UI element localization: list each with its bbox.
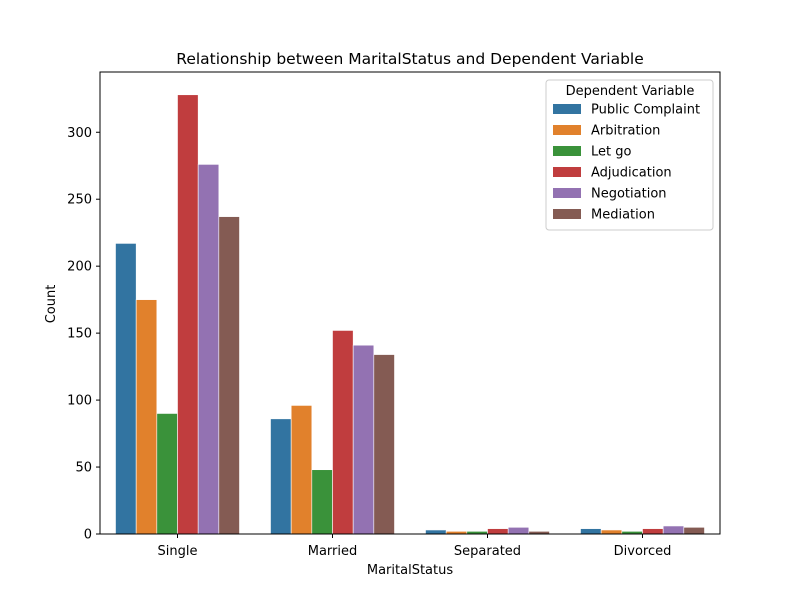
legend: Dependent Variable Public Complaint Arbit… <box>545 79 714 231</box>
bar-married-let-go <box>311 469 333 535</box>
legend-swatch-adjudication <box>553 167 581 177</box>
bar-single-negotiation <box>197 164 220 535</box>
bar-divorced-negotiation <box>662 525 685 535</box>
legend-label-negotiation: Negotiation <box>591 187 667 202</box>
legend-label-arbitration: Arbitration <box>591 124 660 139</box>
x-axis-label: MaritalStatus <box>367 563 453 578</box>
legend-items: Public Complaint Arbitration Let go Adjudic… <box>553 103 700 223</box>
bar-single-arbitration <box>135 299 158 535</box>
bar-single-public-complaint <box>115 243 137 535</box>
bars-group <box>115 94 705 535</box>
bar-separated-adjudication <box>487 528 509 535</box>
legend-swatch-mediation <box>553 209 581 219</box>
legend-frame <box>545 79 714 231</box>
plot-frame <box>99 71 721 535</box>
y-tick-label: 150 <box>67 327 92 342</box>
bar-married-adjudication <box>332 330 354 535</box>
legend-swatch-public-complaint <box>553 104 581 114</box>
bar-divorced-mediation <box>683 526 705 535</box>
y-tick-label: 200 <box>67 260 92 275</box>
bar-married-negotiation <box>352 344 375 535</box>
x-tick-label-separated: Separated <box>454 544 521 559</box>
bar-divorced-arbitration <box>600 529 623 535</box>
bar-married-mediation <box>373 354 395 535</box>
legend-label-public-complaint: Public Complaint <box>591 103 700 118</box>
y-tick-label: 50 <box>75 461 92 476</box>
legend-label-let-go: Let go <box>591 145 631 160</box>
x-tick-label-single: Single <box>158 544 198 559</box>
legend-label-mediation: Mediation <box>591 208 655 223</box>
y-tick-label: 0 <box>84 528 92 543</box>
legend-title: Dependent Variable <box>566 84 695 99</box>
legend-swatch-arbitration <box>553 125 581 135</box>
y-tick-label: 250 <box>67 193 92 208</box>
legend-label-adjudication: Adjudication <box>591 166 672 181</box>
y-tick-label: 100 <box>67 394 92 409</box>
bar-divorced-public-complaint <box>580 528 602 535</box>
bar-separated-public-complaint <box>425 529 447 535</box>
y-tick-label: 300 <box>67 126 92 141</box>
bar-married-arbitration <box>290 405 313 535</box>
legend-swatch-let-go <box>553 146 581 156</box>
legend-swatch-negotiation <box>553 188 581 198</box>
y-axis-label: Count <box>44 285 59 324</box>
bar-separated-negotiation <box>507 526 530 535</box>
bar-divorced-adjudication <box>642 528 664 535</box>
x-tick-label-divorced: Divorced <box>614 544 672 559</box>
bar-single-let-go <box>156 413 178 535</box>
axes-group: 0 50 100 150 200 250 300 Single Married Separated… <box>67 71 721 559</box>
x-tick-label-married: Married <box>308 544 358 559</box>
bar-married-public-complaint <box>270 418 292 535</box>
bar-single-adjudication <box>177 94 199 535</box>
bar-single-mediation <box>218 216 240 535</box>
chart-title: Relationship between MaritalStatus and D… <box>176 50 644 68</box>
